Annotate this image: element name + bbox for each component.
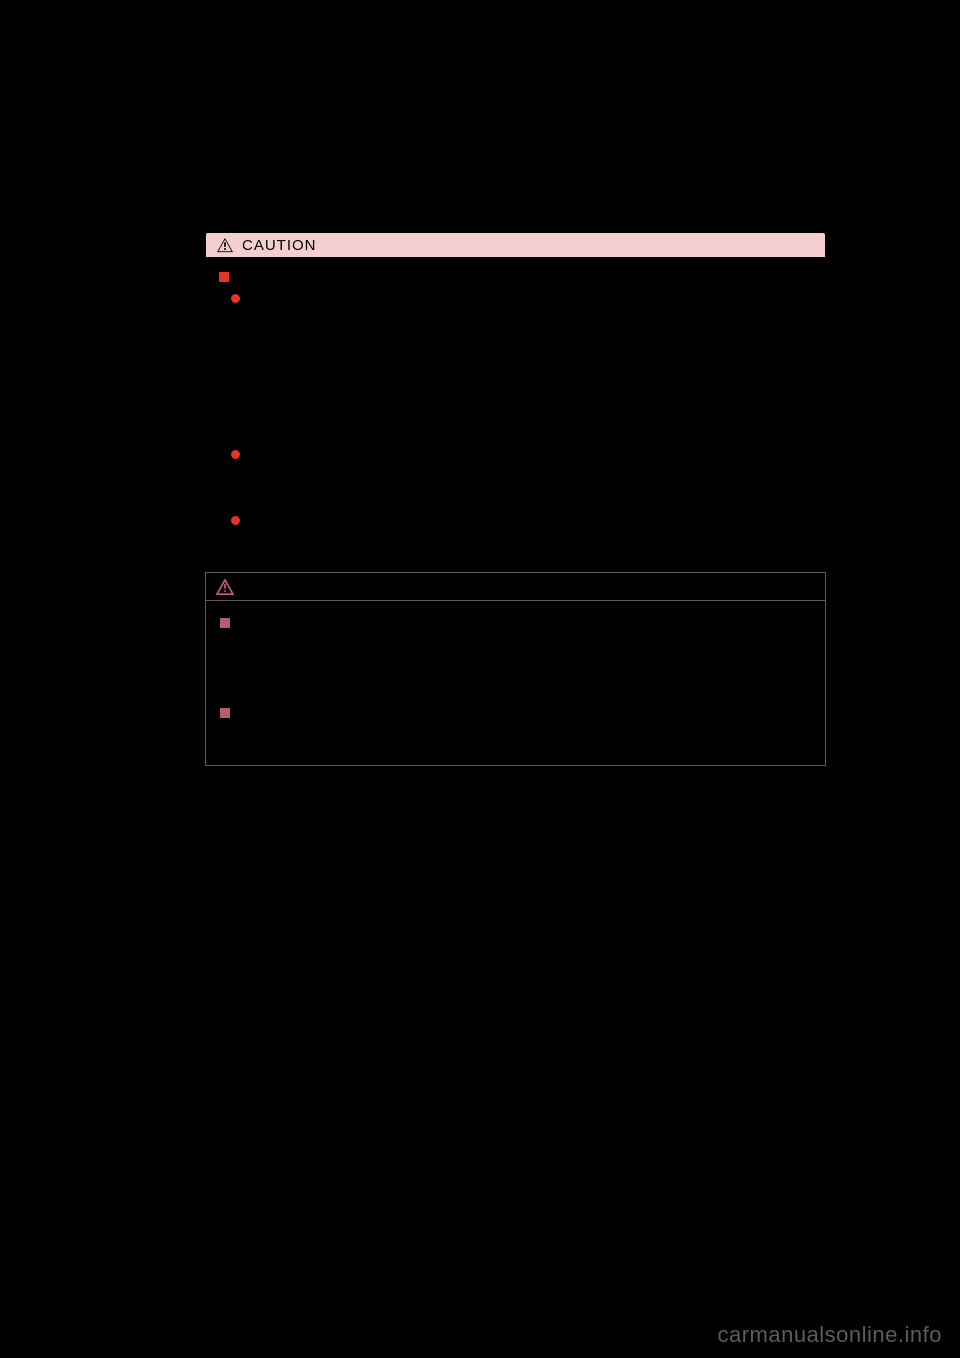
notice-square-marker [220,618,230,628]
manual-page: 158 4-1. Before driving CAUTION When dri… [104,162,856,1252]
notice-item-2-text: Shift the shift lever to P and restart t… [236,724,813,745]
red-bullet-icon [231,294,240,303]
section-number: 4-1. [224,168,248,184]
notice-item-1: When driving the vehicle If the warning … [220,613,813,697]
warning-triangle-icon [216,237,234,253]
notice-item-2: If a warning message to shift to P and r… [220,703,813,745]
watermark: carmanualsonline.info [717,1322,942,1348]
notice-item-1-title: When driving the vehicle [236,613,813,634]
caution-item-1: Do not shift the shift lever to P while … [245,288,820,420]
caution-header: CAUTION [205,232,826,258]
caution-item-2: Do not shift the shift lever to R while … [245,444,820,488]
header-rule [126,220,832,221]
caution-item-3: Do not shift the shift lever to a drivin… [245,510,820,554]
notice-triangle-icon [216,579,234,595]
notice-header: NOTICE [206,573,825,601]
caution-heading: When driving the vehicle [235,266,388,288]
notice-item-2-title: If a warning message to shift to P and r… [236,703,813,724]
red-bullet-icon [231,516,240,525]
notice-box: NOTICE When driving the vehicle If the w… [205,572,826,766]
footer-doc-code: LS500h_OM_OM50F19U_(U) [122,1231,255,1242]
red-bullet-icon [231,450,240,459]
caution-label: CAUTION [242,237,317,254]
red-square-marker [219,272,229,282]
page-header: 4-1. Before driving [224,168,350,184]
notice-item-1-text: If the warning message for shift positio… [236,634,813,697]
page-number: 158 [122,166,155,187]
notice-body: When driving the vehicle If the warning … [206,601,825,765]
section-title: Before driving [264,168,350,184]
notice-label: NOTICE [242,578,305,595]
notice-square-marker [220,708,230,718]
